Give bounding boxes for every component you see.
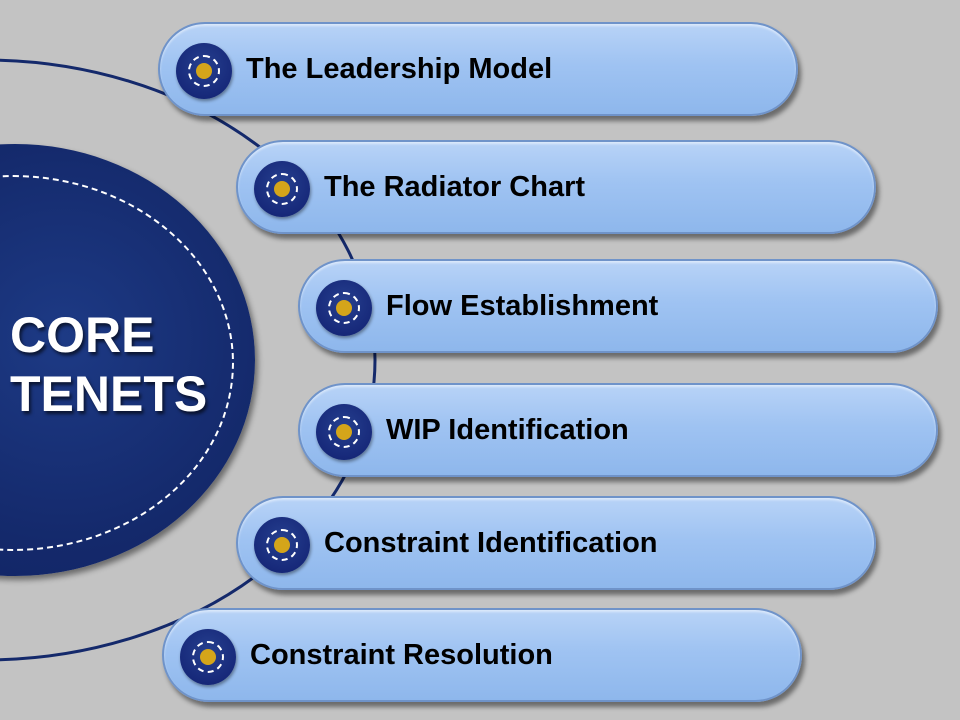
target-icon <box>180 629 236 685</box>
tenet-label: Flow Establishment <box>386 290 659 322</box>
target-icon <box>254 517 310 573</box>
tenet-label: WIP Identification <box>386 414 629 446</box>
core-title-line2: TENETS <box>10 366 208 422</box>
target-icon <box>254 161 310 217</box>
core-title-line1: CORE <box>10 307 155 363</box>
target-icon <box>316 280 372 336</box>
tenet-pill-flow-establishment: Flow Establishment <box>298 259 938 353</box>
target-icon <box>176 43 232 99</box>
tenet-label: The Radiator Chart <box>324 171 586 203</box>
tenet-label: The Leadership Model <box>246 53 553 85</box>
tenet-pill-radiator-chart: The Radiator Chart <box>236 140 876 234</box>
target-icon <box>316 404 372 460</box>
tenet-label: Constraint Identification <box>324 527 658 559</box>
tenet-label: Constraint Resolution <box>250 639 553 671</box>
tenet-pill-wip-identification: WIP Identification <box>298 383 938 477</box>
core-title: CORE TENETS <box>10 306 250 424</box>
tenet-pill-constraint-resolution: Constraint Resolution <box>162 608 802 702</box>
tenet-pill-constraint-identification: Constraint Identification <box>236 496 876 590</box>
tenet-pill-leadership-model: The Leadership Model <box>158 22 798 116</box>
